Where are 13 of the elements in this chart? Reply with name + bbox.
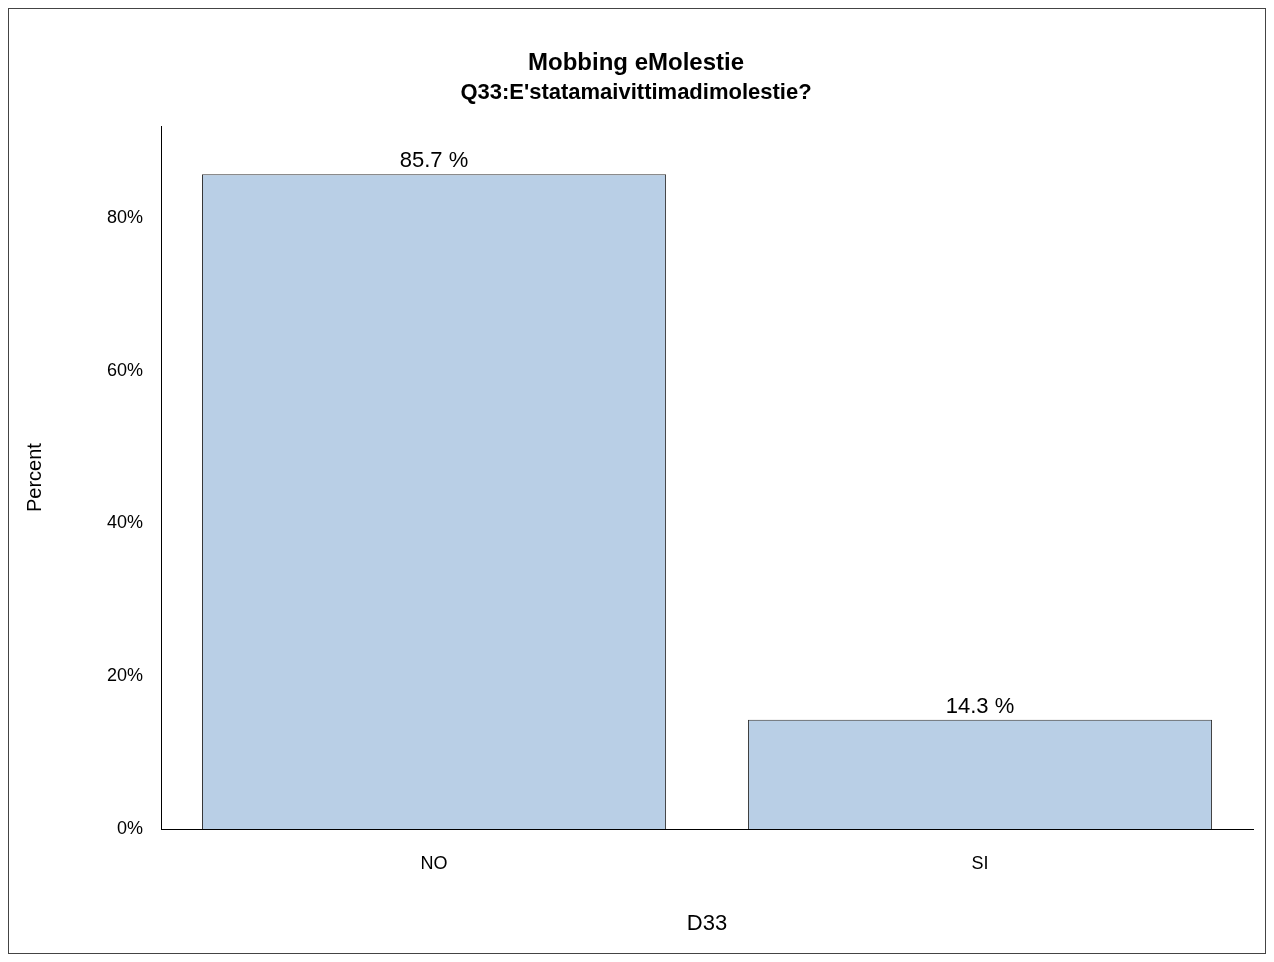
chart-subtitle: Q33:E'statamaivittimadimolestie? bbox=[460, 79, 812, 105]
y-tick-label: 20% bbox=[107, 665, 144, 686]
y-tick-label: 40% bbox=[107, 512, 144, 533]
y-axis-title: Percent bbox=[22, 442, 45, 513]
y-tick-label: 80% bbox=[107, 206, 144, 227]
chart-title: Mobbing eMolestie bbox=[528, 48, 744, 76]
y-tick-label: 60% bbox=[107, 359, 144, 380]
data-label: 85.7 % bbox=[399, 147, 469, 173]
x-tick-label: SI bbox=[971, 852, 989, 873]
x-tick-label: NO bbox=[420, 852, 448, 873]
y-tick-label: 0% bbox=[117, 817, 144, 838]
data-label: 14.3 % bbox=[945, 692, 1015, 718]
x-axis-title: D33 bbox=[686, 909, 728, 935]
